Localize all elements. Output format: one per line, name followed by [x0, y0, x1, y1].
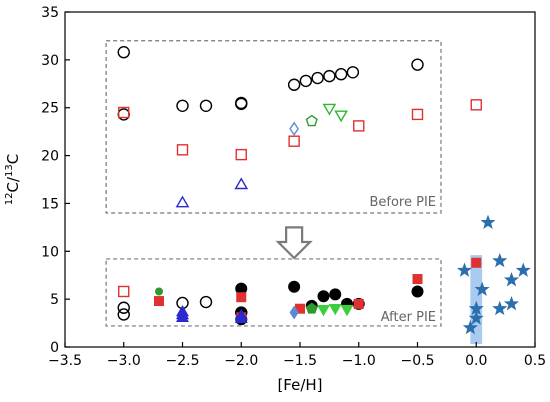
data-point-triangle-down-filled-14-0 [317, 304, 330, 317]
x-tick-label: 0.5 [524, 353, 546, 369]
data-point-circle-open-0-6 [287, 78, 301, 91]
x-tick-label: 0.0 [465, 353, 487, 369]
x-tick-label: −1.0 [342, 353, 376, 369]
data-point-triangle-filled-11-4 [234, 311, 248, 323]
before-pie-label: Before PIE [369, 195, 436, 210]
data-point-star-15-1 [480, 214, 496, 230]
data-point-pentagon-filled-13-0 [305, 302, 318, 314]
background-layer [105, 40, 483, 345]
data-point-triangle-down-filled-14-2 [340, 304, 354, 317]
data-point-square-filled-9-1 [236, 292, 247, 303]
data-point-circle-filled-7-6 [329, 288, 342, 301]
y-axis-title-superscript-13: 13 [4, 164, 15, 177]
data-point-circle-open-0-0 [117, 46, 130, 59]
data-point-circle-open-6-0 [117, 301, 130, 314]
data-point-square-open-1-1 [176, 144, 189, 156]
data-point-circle-open-6-1 [117, 308, 130, 321]
y-tick-label: 35 [41, 5, 59, 21]
data-point-triangle-down-open-5-1 [334, 110, 348, 123]
y-tick-label: 15 [41, 196, 59, 212]
data-point-square-open-1-6 [470, 99, 482, 111]
data-point-circle-open-0-9 [323, 69, 336, 83]
data-marks-layer [117, 46, 531, 335]
data-point-circle-filled-small-10-0 [155, 287, 163, 296]
data-point-star-15-3 [503, 272, 520, 287]
x-tick-label: −2.0 [224, 353, 258, 369]
data-point-star-15-4 [515, 262, 531, 277]
data-point-circle-open-0-12 [411, 58, 424, 71]
after-pie-label: After PIE [381, 310, 436, 325]
y-tick-label: 20 [41, 149, 59, 165]
x-tick-label: −1.5 [283, 353, 317, 369]
data-point-triangle-filled-11-2 [176, 310, 189, 323]
data-point-triangle-down-open-5-0 [322, 103, 337, 116]
axes-layer: −3.5 −3.0 −2.5 −2.0 −1.5 −1.0 −0.5 0.0 0.5 0 5 10 15… [41, 5, 546, 369]
x-tick-label: −2.5 [166, 353, 200, 369]
y-axis-title-tail: C [4, 154, 22, 164]
data-point-star-15-7 [468, 310, 484, 325]
data-point-square-filled-9-5 [412, 274, 423, 285]
data-point-star-15-8 [462, 319, 478, 335]
data-point-square-open-1-5 [411, 108, 424, 121]
data-point-triangle-down-filled-14-1 [328, 304, 342, 316]
data-point-circle-open-0-3 [199, 99, 213, 113]
data-point-circle-open-0-8 [311, 71, 324, 85]
data-point-square-open-8-0 [118, 285, 130, 298]
data-point-circle-open-6-3 [199, 295, 213, 309]
data-point-diamond-filled-12-0 [289, 305, 299, 320]
data-point-circle-open-0-5 [235, 97, 248, 111]
data-point-square-filled-9-4 [353, 298, 364, 309]
data-point-square-open-1-0 [118, 106, 130, 119]
data-point-star-15-0 [456, 262, 473, 277]
data-point-circle-open-0-1 [117, 108, 130, 121]
data-point-circle-open-0-10 [334, 68, 348, 81]
x-tick-label: −0.5 [401, 353, 435, 369]
y-tick-label: 0 [50, 340, 59, 356]
data-point-circle-filled-7-5 [317, 290, 330, 303]
data-point-triangle-open-2-0 [175, 195, 190, 208]
data-point-circle-open-0-2 [176, 99, 189, 113]
y-tick-label: 5 [50, 292, 59, 308]
y-axis-title: 12C/13C [4, 154, 22, 205]
data-point-star-15-10 [503, 295, 520, 311]
data-point-diamond-open-3-0 [289, 121, 299, 137]
x-axis-title: [Fe/H] [277, 376, 322, 394]
data-point-circle-open-0-11 [346, 66, 360, 79]
data-point-square-open-1-3 [288, 135, 300, 147]
data-point-square-open-1-2 [235, 148, 247, 161]
y-tick-label: 10 [41, 244, 59, 260]
data-point-circle-filled-7-9 [411, 285, 424, 298]
solar-band [470, 255, 483, 345]
data-point-circle-open-0-7 [299, 74, 313, 88]
x-tick-label: −3.0 [107, 353, 141, 369]
y-tick-label: 25 [41, 101, 59, 117]
pie-arrow [275, 226, 313, 260]
data-point-circle-filled-7-3 [288, 280, 301, 293]
data-point-star-15-5 [474, 281, 490, 297]
data-point-star-15-2 [492, 252, 508, 268]
y-axis-title-superscript-12: 12 [4, 193, 15, 206]
x-tick-label: −3.5 [48, 353, 82, 369]
y-tick-label: 30 [41, 53, 59, 69]
data-point-pentagon-open-4-0 [305, 114, 318, 127]
data-point-triangle-open-2-1 [234, 177, 249, 190]
before-pie-box [105, 40, 442, 214]
after-pie-box [105, 258, 442, 327]
data-point-square-filled-9-6 [471, 257, 482, 268]
y-axis-title-base: C/ [4, 176, 22, 192]
data-point-square-open-1-4 [353, 120, 365, 132]
data-point-square-filled-9-0 [154, 296, 164, 307]
plot-frame [64, 11, 536, 348]
data-point-star-15-9 [492, 300, 508, 316]
